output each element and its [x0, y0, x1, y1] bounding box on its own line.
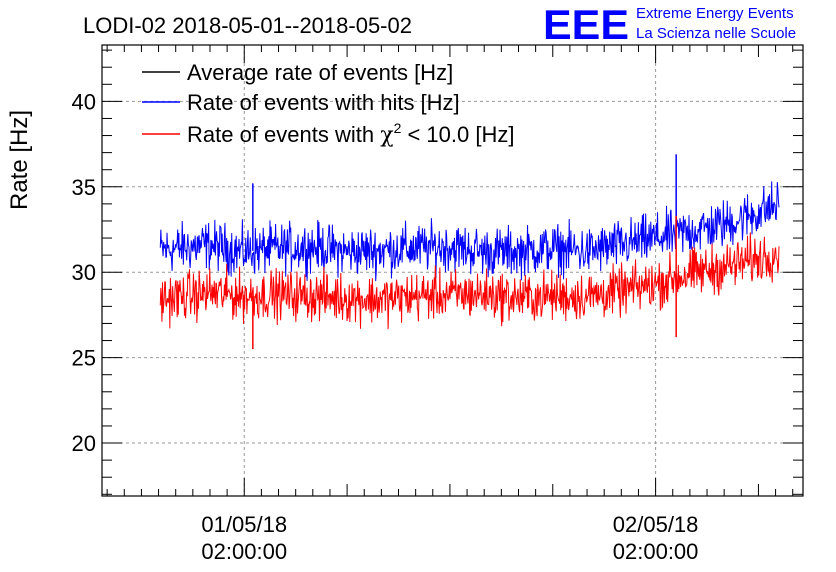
- y-tick-label: 35: [72, 175, 96, 200]
- axis-ticks: [102, 45, 803, 496]
- x-tick-label-time: 02:00:00: [613, 539, 699, 564]
- x-tick-label-date: 02/05/18: [613, 512, 699, 537]
- legend-label-chi2: Rate of events with χ2 < 10.0 [Hz]: [187, 120, 514, 148]
- y-tick-label: 20: [72, 431, 96, 456]
- legend-label-hits: Rate of events with hits [Hz]: [187, 90, 460, 115]
- data-series: [159, 154, 780, 350]
- logo-line1: Extreme Energy Events: [636, 5, 794, 22]
- y-tick-label: 25: [72, 346, 96, 371]
- legend-chi2-symbol: χ: [380, 123, 393, 148]
- y-axis-label: Rate [Hz]: [6, 110, 33, 210]
- legend-chi2-sup: 2: [394, 120, 402, 136]
- logo-mark: EEE: [543, 1, 629, 48]
- x-tick-label-time: 02:00:00: [201, 539, 287, 564]
- eee-logo: EEE Extreme Energy Events La Scienza nel…: [543, 1, 796, 48]
- legend-label-average: Average rate of events [Hz]: [187, 60, 453, 85]
- legend-chi2-prefix: Rate of events with: [187, 122, 380, 147]
- chart-title: LODI-02 2018-05-01--2018-05-02: [83, 13, 412, 38]
- grid-lines: [102, 45, 803, 496]
- plot-frame: [101, 44, 804, 497]
- y-tick-label: 40: [72, 89, 96, 114]
- logo-line2: La Scienza nelle Scuole: [636, 25, 796, 42]
- tick-labels: 202530354001/05/1802:00:0002/05/1802:00:…: [72, 89, 699, 564]
- legend-chi2-suffix: < 10.0 [Hz]: [401, 122, 514, 147]
- y-tick-label: 30: [72, 260, 96, 285]
- legend: Average rate of events [Hz] Rate of even…: [142, 60, 514, 148]
- x-tick-label-date: 01/05/18: [201, 512, 287, 537]
